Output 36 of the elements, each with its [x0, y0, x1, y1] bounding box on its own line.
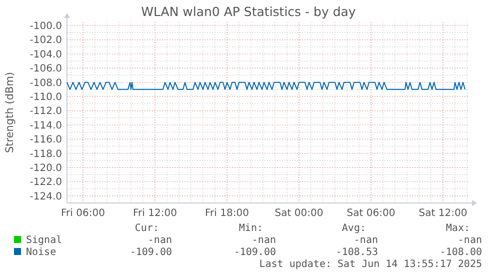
text: Max: [446, 223, 470, 234]
text: -108.53 [336, 247, 378, 258]
y-tick-label: -114.0 [30, 120, 62, 132]
text: -nan [458, 235, 482, 246]
x-tick-label: Sat 06:00 [346, 208, 396, 219]
y-tick-label: -120.0 [30, 163, 62, 174]
y-tick-label: -100.0 [30, 21, 62, 32]
y-tick-label: -124.0 [30, 191, 62, 202]
y-tick-label: -110.0 [30, 92, 62, 104]
y-axis-title: Strength (dBm) [4, 72, 16, 154]
y-tick-label: -122.0 [30, 177, 62, 188]
text: Min: [238, 223, 263, 234]
text: -108.00 [440, 247, 482, 258]
y-tick-label: -102.0 [30, 35, 62, 46]
y-tick-label: -108.0 [30, 78, 62, 89]
legend-label: Signal [26, 235, 62, 246]
y-tick-label: -112.0 [30, 106, 62, 118]
text: Avg: [342, 223, 366, 234]
text: -109.00 [234, 247, 276, 258]
text: -nan [148, 235, 172, 246]
x-tick-label: Fri 06:00 [61, 208, 105, 219]
y-tick-label: -106.0 [30, 64, 62, 75]
text: -nan [252, 235, 276, 246]
x-tick-label: Fri 18:00 [205, 208, 249, 219]
text: -nan [354, 235, 378, 246]
legend-label: Noise [26, 247, 56, 258]
text: Cur: [134, 223, 159, 234]
text: -109.00 [130, 247, 172, 258]
text: Last update: Sat Jun 14 13:55:17 2025 [259, 259, 482, 270]
x-tick-label: Sat 00:00 [274, 208, 324, 219]
x-tick-label: Sat 12:00 [418, 208, 468, 219]
chart-title: WLAN wlan0 AP Statistics - by day [141, 4, 356, 19]
y-tick-label: -104.0 [30, 49, 62, 60]
y-tick-label: -118.0 [30, 148, 62, 160]
x-tick-label: Fri 12:00 [133, 208, 177, 219]
y-tick-label: -116.0 [30, 134, 62, 146]
